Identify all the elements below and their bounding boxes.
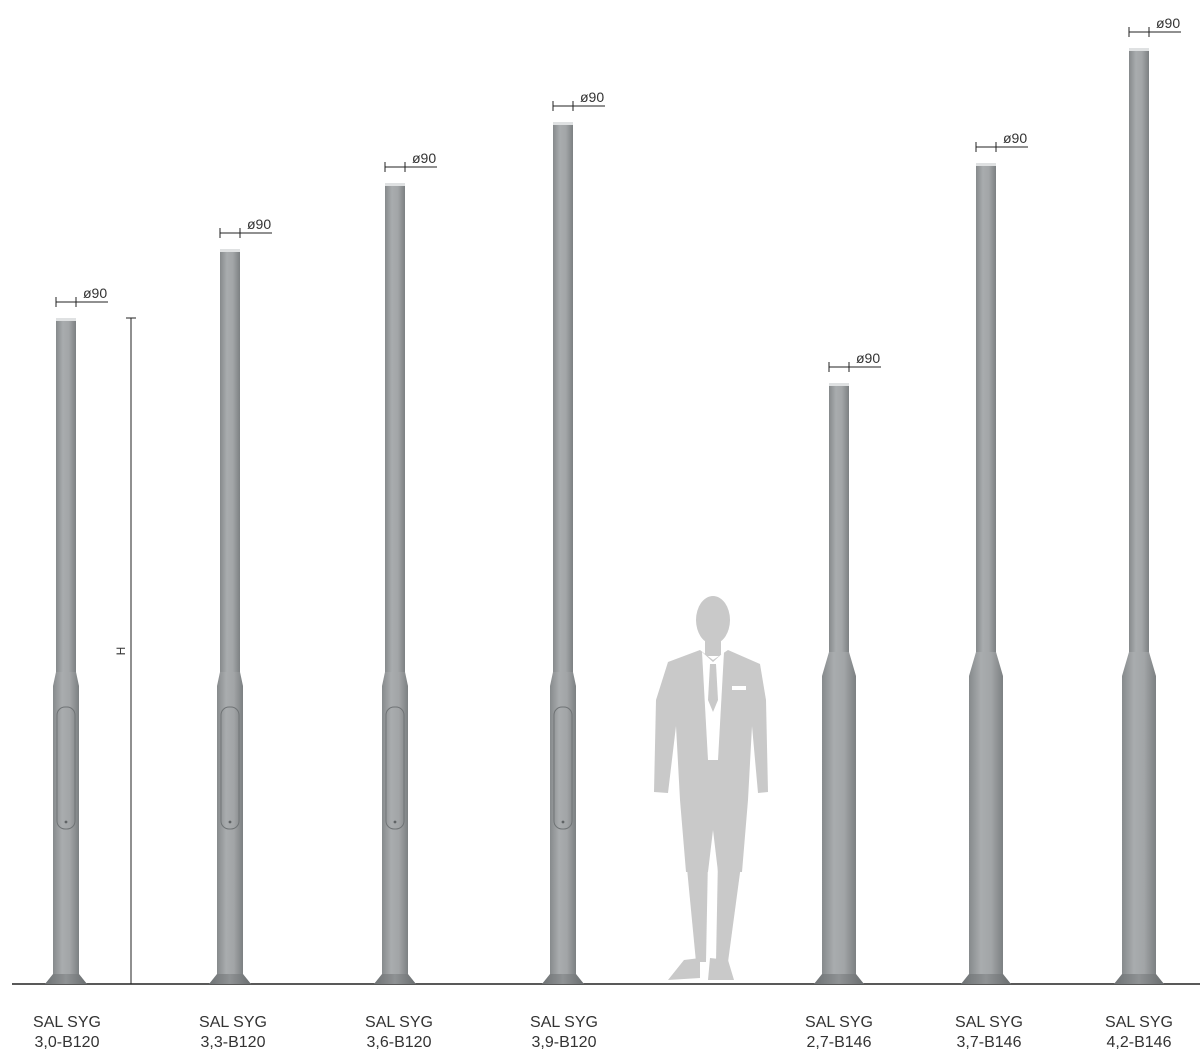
pole-foot bbox=[1114, 974, 1164, 984]
pole-shaft bbox=[553, 122, 573, 674]
diameter-dimension: ø90 bbox=[1128, 15, 1181, 37]
person-silhouette-icon bbox=[654, 596, 768, 980]
pole-shaft bbox=[976, 163, 996, 654]
pole-top-cap bbox=[56, 318, 76, 321]
pole-model-line1: SAL SYG bbox=[199, 1014, 267, 1031]
pole-model-line2: 3,9-B120 bbox=[532, 1034, 597, 1051]
diameter-label: ø90 bbox=[1003, 130, 1027, 146]
pole-taper bbox=[1122, 652, 1156, 676]
pole-shaft bbox=[829, 383, 849, 654]
pole-label-5: SAL SYG 2,7-B146 bbox=[805, 1014, 873, 1051]
pole-base-shaft bbox=[822, 676, 856, 976]
access-door bbox=[385, 706, 405, 830]
pole-label-4: SAL SYG 3,9-B120 bbox=[530, 1014, 598, 1051]
pole-1: ø90 bbox=[45, 285, 108, 984]
pole-label-6: SAL SYG 3,7-B146 bbox=[955, 1014, 1023, 1051]
pole-3: ø90 bbox=[374, 150, 437, 984]
pole-top-cap bbox=[829, 383, 849, 386]
diameter-label: ø90 bbox=[83, 285, 107, 301]
pole-taper bbox=[550, 672, 576, 686]
pole-top-cap bbox=[1129, 48, 1149, 51]
pole-model-line1: SAL SYG bbox=[955, 1014, 1023, 1031]
pole-shaft bbox=[56, 318, 76, 674]
access-door bbox=[553, 706, 573, 830]
pole-label-2: SAL SYG 3,3-B120 bbox=[199, 1014, 267, 1051]
access-door bbox=[220, 706, 240, 830]
pole-taper bbox=[822, 652, 856, 676]
pole-model-line2: 2,7-B146 bbox=[807, 1034, 872, 1051]
door-screw-icon bbox=[64, 820, 68, 824]
pole-model-line1: SAL SYG bbox=[1105, 1014, 1173, 1031]
door-screw-icon bbox=[561, 820, 565, 824]
pole-foot bbox=[961, 974, 1011, 984]
pole-model-line2: 3,3-B120 bbox=[201, 1034, 266, 1051]
height-dimension: H bbox=[114, 317, 136, 984]
pole-top-cap bbox=[220, 249, 240, 252]
diameter-label: ø90 bbox=[856, 350, 880, 366]
pole-shaft bbox=[1129, 48, 1149, 654]
pole-6: ø90 bbox=[961, 130, 1028, 984]
pole-top-cap bbox=[976, 163, 996, 166]
pole-model-line1: SAL SYG bbox=[805, 1014, 873, 1031]
pole-model-line2: 3,6-B120 bbox=[367, 1034, 432, 1051]
pole-top-cap bbox=[385, 183, 405, 186]
door-screw-icon bbox=[393, 820, 397, 824]
diameter-dimension: ø90 bbox=[55, 285, 108, 307]
labels-layer: SAL SYG 3,0-B120 SAL SYG 3,3-B120 SAL SYG 3,6… bbox=[33, 1014, 1173, 1051]
access-door bbox=[56, 706, 76, 830]
pole-label-3: SAL SYG 3,6-B120 bbox=[365, 1014, 433, 1051]
pole-model-line2: 4,2-B146 bbox=[1107, 1034, 1172, 1051]
pole-label-7: SAL SYG 4,2-B146 bbox=[1105, 1014, 1173, 1051]
diameter-label: ø90 bbox=[412, 150, 436, 166]
pole-taper bbox=[382, 672, 408, 686]
pole-5: ø90 bbox=[814, 350, 881, 984]
pole-foot bbox=[45, 974, 87, 984]
pole-base-shaft bbox=[969, 676, 1003, 976]
pole-foot bbox=[209, 974, 251, 984]
diameter-dimension: ø90 bbox=[975, 130, 1028, 152]
pole-foot bbox=[542, 974, 584, 984]
pole-model-line2: 3,0-B120 bbox=[35, 1034, 100, 1051]
pole-taper bbox=[969, 652, 1003, 676]
pole-model-line1: SAL SYG bbox=[365, 1014, 433, 1031]
diameter-dimension: ø90 bbox=[828, 350, 881, 372]
pole-taper bbox=[217, 672, 243, 686]
poles-layer: ø90 ø90 ø90 ø90 ø90 ø90 ø90 bbox=[45, 15, 1181, 984]
pole-taper bbox=[53, 672, 79, 686]
pole-7: ø90 bbox=[1114, 15, 1181, 984]
pole-model-line1: SAL SYG bbox=[530, 1014, 598, 1031]
diameter-dimension: ø90 bbox=[552, 89, 605, 111]
pole-foot bbox=[374, 974, 416, 984]
diameter-label: ø90 bbox=[247, 216, 271, 232]
pole-shaft bbox=[220, 249, 240, 674]
door-screw-icon bbox=[228, 820, 232, 824]
pole-4: ø90 bbox=[542, 89, 605, 984]
pole-2: ø90 bbox=[209, 216, 272, 984]
pole-foot bbox=[814, 974, 864, 984]
pole-model-line2: 3,7-B146 bbox=[957, 1034, 1022, 1051]
pole-label-1: SAL SYG 3,0-B120 bbox=[33, 1014, 101, 1051]
diameter-label: ø90 bbox=[1156, 15, 1180, 31]
pole-top-cap bbox=[553, 122, 573, 125]
height-marker-label: H bbox=[114, 647, 128, 656]
pole-shaft bbox=[385, 183, 405, 674]
pole-base-shaft bbox=[1122, 676, 1156, 976]
diameter-dimension: ø90 bbox=[219, 216, 272, 238]
diameter-dimension: ø90 bbox=[384, 150, 437, 172]
diameter-label: ø90 bbox=[580, 89, 604, 105]
person-tie bbox=[708, 664, 718, 712]
pole-model-line1: SAL SYG bbox=[33, 1014, 101, 1031]
